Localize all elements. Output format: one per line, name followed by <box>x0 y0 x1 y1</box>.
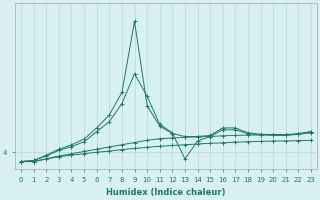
X-axis label: Humidex (Indice chaleur): Humidex (Indice chaleur) <box>106 188 226 197</box>
